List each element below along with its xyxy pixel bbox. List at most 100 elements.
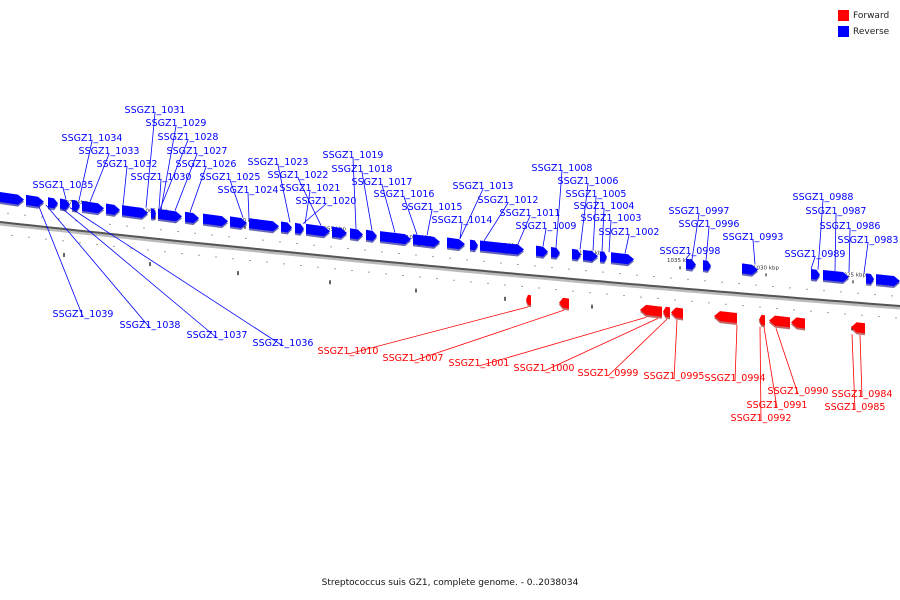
label-leader-line [555, 170, 563, 248]
gene-label: SSGZ1_0985 [825, 402, 886, 413]
gene-label: SSGZ1_1005 [566, 189, 627, 200]
label-leader-line [543, 318, 659, 372]
reverse-gene-arrow [366, 229, 377, 243]
gene-label: SSGZ1_1010 [318, 346, 379, 357]
label-leader-line [189, 166, 207, 213]
reverse-gene-arrow [866, 273, 874, 287]
label-leader-line [685, 253, 691, 260]
label-leader-line [734, 325, 738, 382]
reverse-gene-arrow [480, 240, 524, 257]
forward-gene-arrow [759, 314, 765, 328]
forward-gene-arrow [663, 306, 670, 320]
forward-gene-arrow [769, 315, 790, 330]
label-leader-line [848, 228, 851, 273]
reverse-gene-arrow [185, 211, 199, 226]
gene-label: SSGZ1_1023 [248, 157, 309, 168]
gene-label: SSGZ1_1026 [176, 159, 237, 170]
gene-label: SSGZ1_0999 [578, 368, 639, 379]
reverse-gene-arrow [572, 248, 581, 262]
gene-label: SSGZ1_1011 [500, 208, 561, 219]
legend: Forward Reverse [838, 8, 898, 40]
label-leader-line [89, 153, 110, 202]
forward-gene-arrow [671, 307, 683, 321]
reverse-gene-arrow [380, 231, 411, 247]
gene-label: SSGZ1_1000 [514, 363, 575, 374]
scale-tick-label: 1035 kbp [667, 258, 693, 264]
gene-label: SSGZ1_0983 [838, 235, 899, 246]
label-leader-line [517, 215, 531, 245]
label-leader-line [752, 239, 756, 265]
label-leader-line [69, 207, 284, 347]
reverse-gene-arrow [470, 239, 478, 253]
gene-label: SSGZ1_1035 [33, 180, 94, 191]
label-leader-line [247, 192, 250, 219]
forward-gene-arrow [640, 304, 662, 319]
gene-label: SSGZ1_0986 [820, 221, 881, 232]
reverse-gene-arrow [72, 199, 80, 213]
label-leader-line [37, 204, 84, 318]
label-leader-line [478, 316, 647, 367]
label-leader-line [174, 153, 198, 211]
gene-label: SSGZ1_0990 [768, 386, 829, 397]
label-leader-line [412, 309, 565, 362]
reverse-gene-arrow [447, 237, 465, 252]
gene-label: SSGZ1_1033 [79, 146, 140, 157]
reverse-gene-arrow [876, 274, 900, 289]
reverse-gene-arrow [48, 197, 58, 211]
label-leader-line [607, 318, 668, 377]
gene-label: SSGZ1_0994 [705, 373, 766, 384]
legend-item-forward: Forward [838, 8, 898, 23]
gene-label: SSGZ1_1017 [352, 177, 413, 188]
label-leader-line [302, 203, 327, 224]
gene-label: SSGZ1_1030 [131, 172, 192, 183]
gene-label: SSGZ1_1021 [280, 183, 341, 194]
reverse-gene-arrow [0, 192, 24, 207]
label-leader-line [834, 213, 837, 271]
reverse-gene-arrow [350, 228, 363, 242]
reverse-gene-arrow [26, 194, 44, 209]
reverse-gene-arrow [811, 269, 820, 282]
gene-label: SSGZ1_1004 [574, 201, 635, 212]
gene-label: SSGZ1_0992 [731, 413, 792, 424]
gene-label: SSGZ1_1027 [167, 146, 228, 157]
reverse-swatch [838, 26, 849, 37]
legend-label-reverse: Reverse [853, 26, 890, 37]
reverse-gene-arrow [703, 260, 711, 273]
gene-label: SSGZ1_0996 [679, 219, 740, 230]
label-leader-line [624, 234, 630, 254]
label-leader-line [159, 139, 189, 210]
gene-label: SSGZ1_0998 [660, 246, 721, 257]
label-leader-line [59, 206, 218, 339]
label-leader-line [483, 202, 509, 242]
gene-label: SSGZ1_0987 [806, 206, 867, 217]
gene-label: SSGZ1_1036 [253, 338, 314, 349]
label-leader-line [145, 112, 156, 208]
forward-gene-arrow [526, 294, 531, 308]
reverse-gene-arrow [106, 203, 120, 217]
reverse-gene-arrow [600, 251, 607, 264]
reverse-gene-arrow [281, 221, 292, 235]
gene-label: SSGZ1_1018 [332, 164, 393, 175]
reverse-gene-arrow [60, 198, 70, 212]
gene-label: SSGZ1_0989 [785, 249, 846, 260]
gene-label: SSGZ1_1019 [323, 150, 384, 161]
gene-label: SSGZ1_1025 [200, 172, 261, 183]
gene-label: SSGZ1_0984 [832, 389, 893, 400]
label-leader-line [45, 204, 151, 329]
label-leader-line [775, 328, 799, 395]
legend-item-reverse: Reverse [838, 24, 898, 39]
gene-label: SSGZ1_1024 [218, 185, 279, 196]
gene-label: SSGZ1_1013 [453, 181, 514, 192]
scale-tick-label: 1060 kbp [232, 218, 258, 224]
reverse-gene-arrow [413, 234, 440, 249]
label-leader-line [426, 209, 433, 236]
label-leader-line [592, 196, 597, 251]
label-leader-line [297, 177, 322, 226]
forward-swatch [838, 10, 849, 21]
label-leader-line [851, 334, 856, 411]
label-leader-line [78, 140, 93, 201]
label-leader-line [601, 208, 605, 252]
gene-label: SSGZ1_0997 [669, 206, 730, 217]
label-leader-line [810, 256, 816, 270]
